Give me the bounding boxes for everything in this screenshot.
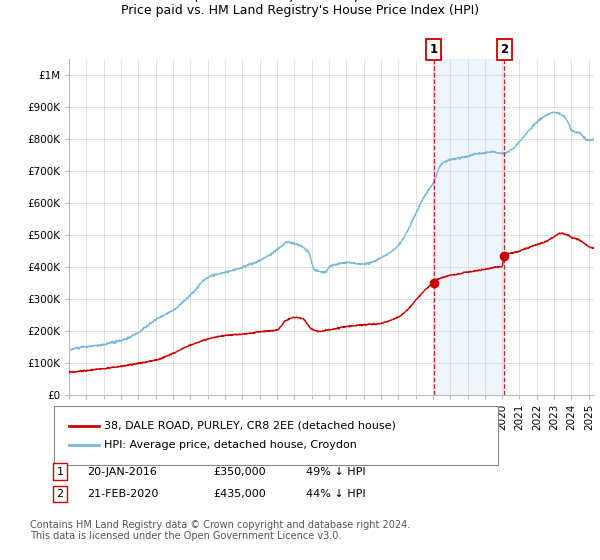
Text: 2: 2 — [500, 43, 508, 56]
Text: 49% ↓ HPI: 49% ↓ HPI — [306, 466, 365, 477]
Text: 44% ↓ HPI: 44% ↓ HPI — [306, 489, 365, 499]
Text: 1: 1 — [56, 466, 64, 477]
Bar — [434, 59, 505, 395]
Text: 20-JAN-2016: 20-JAN-2016 — [87, 466, 157, 477]
Text: £435,000: £435,000 — [213, 489, 266, 499]
Text: HPI: Average price, detached house, Croydon: HPI: Average price, detached house, Croy… — [104, 440, 356, 450]
Text: Price paid vs. HM Land Registry's House Price Index (HPI): Price paid vs. HM Land Registry's House … — [121, 4, 479, 17]
Text: 1: 1 — [430, 43, 438, 56]
Text: 21-FEB-2020: 21-FEB-2020 — [87, 489, 158, 499]
Text: 2: 2 — [56, 489, 64, 499]
Text: 38, DALE ROAD, PURLEY, CR8 2EE: 38, DALE ROAD, PURLEY, CR8 2EE — [176, 0, 425, 3]
Text: 38, DALE ROAD, PURLEY, CR8 2EE (detached house): 38, DALE ROAD, PURLEY, CR8 2EE (detached… — [104, 421, 395, 431]
Text: Contains HM Land Registry data © Crown copyright and database right 2024.
This d: Contains HM Land Registry data © Crown c… — [30, 520, 410, 542]
Text: £350,000: £350,000 — [213, 466, 266, 477]
